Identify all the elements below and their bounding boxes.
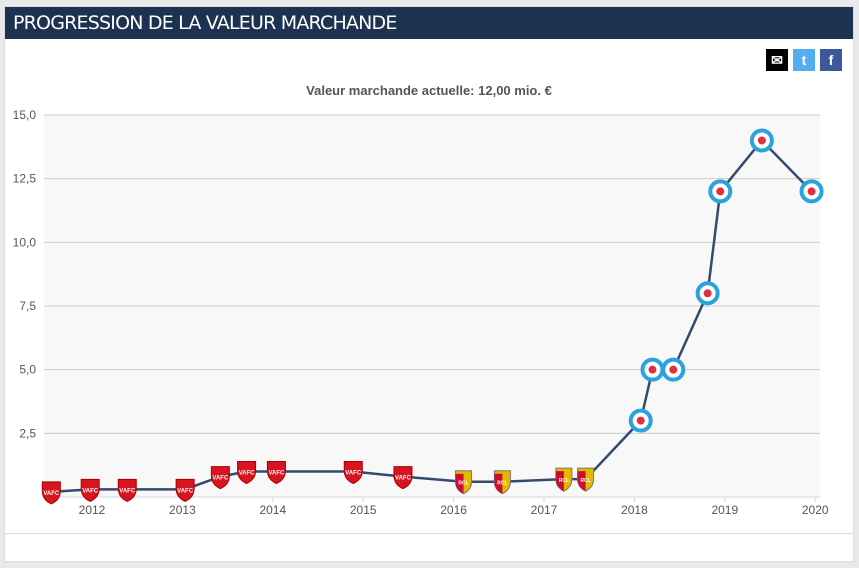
x-tick-label: 2018	[621, 503, 648, 517]
panel-title: PROGRESSION DE LA VALEUR MARCHANDE	[5, 7, 853, 39]
y-tick-label: 2,5	[19, 426, 36, 440]
club-logo-vafc-point	[210, 466, 230, 490]
club-logo-text: VAFC	[345, 471, 362, 477]
club-logo-vafc-point	[393, 466, 413, 490]
club-logo-detail	[494, 473, 503, 494]
x-tick-label: 2016	[440, 503, 467, 517]
club-logo-vafc-point	[237, 461, 257, 485]
y-tick-label: 10,0	[13, 235, 37, 249]
club-logo-text: RCL	[497, 481, 507, 487]
club-logo-detail	[455, 473, 464, 494]
club-logo-vafc-point	[117, 478, 137, 502]
club-logo-detail	[807, 187, 816, 196]
y-tick-label: 15,0	[13, 108, 37, 122]
y-tick-label: 7,5	[19, 299, 36, 313]
x-tick-label: 2020	[802, 503, 829, 517]
club-logo-text: VAFC	[395, 476, 412, 482]
x-tick-label: 2019	[711, 503, 738, 517]
club-logo-text: RCL	[580, 478, 590, 484]
club-logo-text: VAFC	[177, 488, 194, 494]
club-logo-text: RCL	[559, 478, 569, 484]
x-tick-label: 2017	[531, 503, 558, 517]
club-logo-detail	[757, 136, 766, 145]
club-logo-detail	[577, 471, 586, 492]
x-tick-label: 2013	[169, 503, 196, 517]
x-tick-label: 2015	[350, 503, 377, 517]
club-logo-vafc-point	[266, 461, 286, 485]
club-logo-text: VAFC	[268, 471, 285, 477]
club-logo-detail	[555, 471, 564, 492]
x-tick-label: 2012	[79, 503, 106, 517]
club-logo-vafc-point	[41, 481, 61, 505]
club-logo-text: VAFC	[119, 488, 136, 494]
club-logo-vafc-point	[343, 461, 363, 485]
club-logo-detail	[636, 416, 645, 425]
club-logo-detail	[716, 187, 725, 196]
club-logo-detail	[703, 289, 712, 298]
y-tick-label: 12,5	[13, 172, 37, 186]
x-tick-label: 2014	[259, 503, 286, 517]
facebook-icon[interactable]: f	[820, 49, 842, 71]
y-tick-label: 5,0	[19, 363, 36, 377]
club-logo-vafc-point	[80, 478, 100, 502]
club-logo-text: VAFC	[82, 488, 99, 494]
club-logo-text: RCL	[458, 481, 468, 487]
club-logo-text: VAFC	[212, 476, 229, 482]
footer-divider	[5, 533, 853, 534]
chart-title: Valeur marchande actuelle: 12,00 mio. €	[306, 83, 552, 98]
mail-icon[interactable]: ✉	[766, 49, 788, 71]
twitter-icon[interactable]: t	[793, 49, 815, 71]
club-logo-text: VAFC	[43, 491, 60, 497]
club-logo-text: VAFC	[239, 471, 256, 477]
club-logo-vafc-point	[175, 478, 195, 502]
club-logo-detail	[669, 365, 678, 374]
club-logo-detail	[648, 365, 657, 374]
